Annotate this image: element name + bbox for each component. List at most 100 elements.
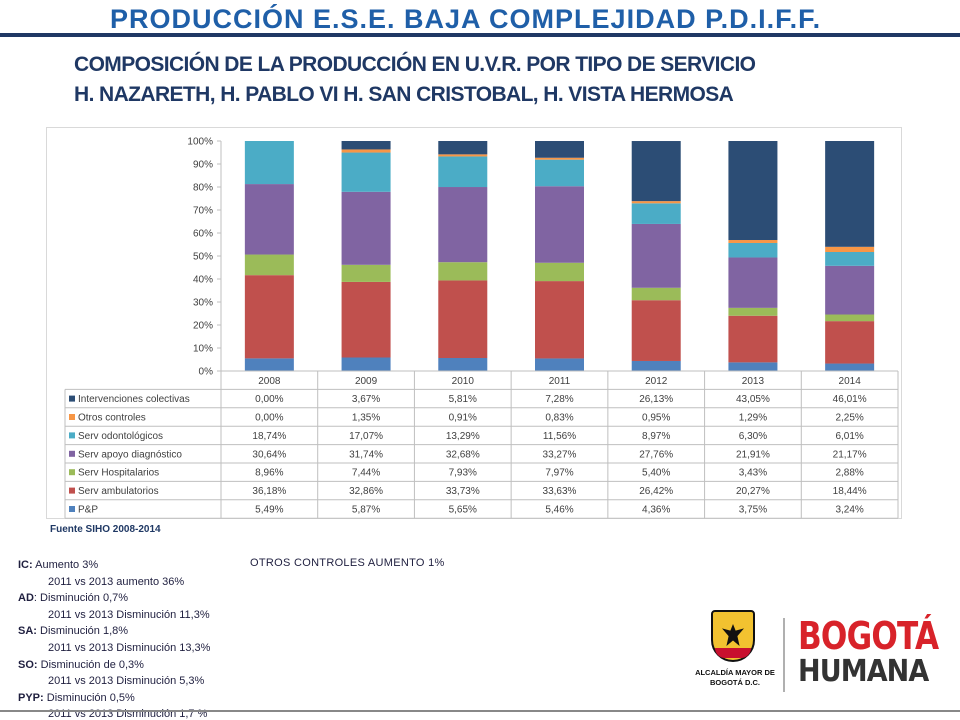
data-label: 11,56% [543,431,576,442]
bar-segment [825,246,875,252]
data-label: 18,44% [833,486,867,497]
data-label: 8,96% [255,468,283,479]
header-rule [0,33,960,37]
bar-segment [825,321,875,364]
x-category-label: 2014 [839,376,862,387]
data-label: 0,00% [255,394,283,405]
data-label: 1,35% [352,413,380,424]
bar-segment [438,358,488,371]
note-text: Disminución de 0,3% [37,658,144,671]
legend-swatch [69,395,75,402]
data-label: 17,07% [349,431,383,442]
data-label: 33,63% [543,486,577,497]
alcaldia-logo-text: ALCALDÍA MAYOR DE BOGOTÁ D.C. [695,668,775,687]
note-detail: 2011 vs 2013 Disminución 5,3% [48,675,205,688]
y-tick-label: 20% [193,321,213,332]
bar-segment [728,315,778,363]
bar-segment [244,184,294,255]
data-label: 1,29% [739,413,767,424]
data-label: 32,68% [446,449,480,460]
bar-segment [535,262,584,282]
data-label: 5,49% [255,505,283,516]
data-label: 21,91% [736,449,770,460]
data-label: 3,67% [352,394,380,405]
coat-of-arms-icon [711,610,755,662]
x-category-label: 2010 [452,376,475,387]
data-label: 7,44% [352,468,380,479]
data-label: 0,91% [449,413,477,424]
bar-segment [631,300,681,361]
data-label: 5,40% [642,468,670,479]
y-tick-label: 30% [193,298,213,309]
legend-entry: Serv ambulatorios [78,486,159,497]
data-label: 30,64% [252,449,286,460]
bar-segment [728,240,778,243]
note-text: Disminución 0,5% [43,691,135,704]
legend-entry: Intervenciones colectivas [78,394,190,405]
x-category-label: 2009 [355,376,378,387]
bogota-humana-line-1: BOGOTÁ [798,614,939,658]
bar-segment [341,191,391,265]
bar-segment [438,156,488,188]
data-label: 0,00% [255,413,283,424]
legend-swatch [69,506,75,512]
data-label: 20,27% [736,486,770,497]
data-label: 33,27% [543,449,577,460]
data-label: 26,13% [639,394,673,405]
y-tick-label: 70% [193,206,213,217]
bar-segment [728,362,778,371]
data-label: 32,86% [349,486,383,497]
data-label: 3,24% [835,505,863,516]
y-tick-label: 60% [193,229,213,240]
legend-swatch [69,432,75,439]
note-text: Aumento 3% [32,559,99,571]
bar-segment [341,264,391,282]
bar-segment [244,254,294,276]
note-line: SA: Disminución 1,8% [18,623,210,640]
data-label: 31,74% [349,449,383,460]
data-label: 33,73% [446,486,480,497]
bar-segment [535,281,584,359]
y-tick-label: 10% [193,344,213,355]
data-label: 8,97% [642,431,670,442]
note-line: PYP: Disminución 0,5% [18,690,210,707]
data-label: 5,81% [449,394,477,405]
data-label: 27,76% [639,449,673,460]
analysis-notes: IC: Aumento 3% 2011 vs 2013 aumento 36% AD… [18,557,210,720]
stacked-bar-chart: 0% 10% 20% 30% 40% 50% 60% 70% 80% 90% 100% 2008 200… [64,137,899,519]
data-label: 46,01% [833,394,867,405]
note-detail: 2011 vs 2013 aumento 36% [48,575,185,588]
y-tick-label: 50% [193,252,213,263]
bar-segment [438,280,488,359]
x-category-label: 2013 [742,376,765,387]
data-label: 4,36% [642,505,670,516]
data-label: 3,75% [739,505,767,516]
legend-entry: P&P [78,505,98,516]
alcaldia-logo: ALCALDÍA MAYOR DE BOGOTÁ D.C. [695,610,775,694]
otros-controles-note: OTROS CONTROLES AUMENTO 1% [250,557,445,569]
subtitle-line-1: COMPOSICIÓN DE LA PRODUCCIÓN EN U.V.R. P… [74,53,756,76]
subtitle-line-2: H. NAZARETH, H. PABLO VI H. SAN CRISTOBA… [74,83,734,106]
note-key: IC: [18,559,33,571]
bar-segment [825,141,875,247]
bogota-humana-logo: BOGOTÁ HUMANA [798,616,948,694]
bar-segment [728,257,778,308]
footer-rule [0,710,960,712]
bar-segment [825,314,875,322]
data-label: 43,05% [736,394,770,405]
chart-area: 0% 10% 20% 30% 40% 50% 60% 70% 80% 90% 100% 2008 200… [46,127,902,519]
bar-segment [631,360,681,371]
data-label: 26,42% [639,486,673,497]
legend-swatch [69,487,75,494]
header-band: PRODUCCIÓN E.S.E. BAJA COMPLEJIDAD P.D.I… [0,0,960,36]
data-label: 2,25% [835,413,863,424]
note-detail: 2011 vs 2013 Disminución 1,7 % [48,708,208,720]
x-category-label: 2012 [645,376,668,387]
bar-segment [631,141,681,202]
data-label: 6,30% [739,431,767,442]
bar-segment [728,242,778,258]
logo-divider [783,618,785,692]
note-key: SA: [18,625,37,638]
note-key: AD [18,592,34,605]
bar-segment [728,141,778,241]
